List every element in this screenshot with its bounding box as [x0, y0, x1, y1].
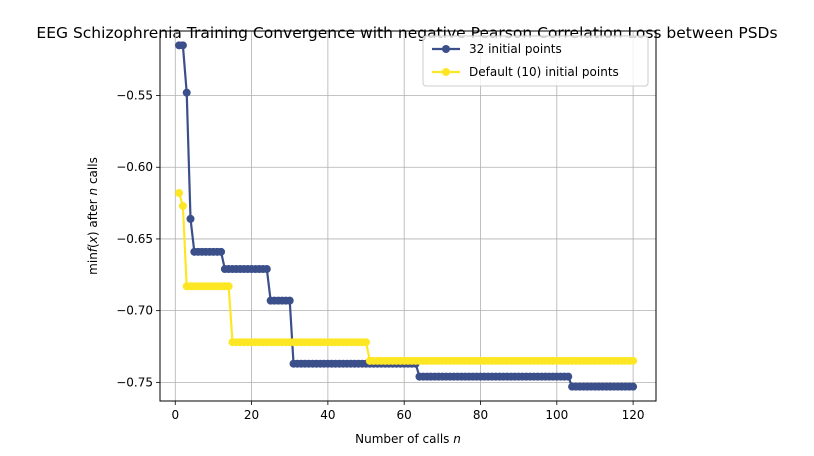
- data-point: [629, 356, 638, 365]
- data-point: [175, 189, 184, 198]
- data-point: [564, 372, 573, 381]
- data-point: [262, 265, 271, 274]
- chart-title: EEG Schizophrenia Training Convergence w…: [36, 24, 777, 42]
- y-tick-label: −0.75: [116, 375, 153, 389]
- series-line: [178, 192, 634, 362]
- data-point: [629, 382, 638, 391]
- series-2: [175, 189, 638, 365]
- x-tick-label: 100: [545, 408, 568, 422]
- y-tick-label: −0.60: [116, 160, 153, 174]
- plot-frame: [159, 30, 657, 402]
- data-point: [224, 282, 233, 291]
- x-tick-label: 20: [244, 408, 259, 422]
- y-tick-label: −0.55: [116, 89, 153, 103]
- series-line: [179, 44, 634, 388]
- legend-box: [422, 35, 649, 87]
- x-tick-label: 120: [622, 408, 645, 422]
- x-tick-label: 60: [397, 408, 412, 422]
- grid: [160, 31, 656, 401]
- data-point: [186, 214, 195, 223]
- x-tick-label: 80: [473, 408, 488, 422]
- y-tick-label: −0.70: [116, 304, 153, 318]
- legend-label-series-1: 32 initial points: [469, 42, 562, 56]
- y-axis-label: minf(x) after n calls: [86, 157, 100, 275]
- x-tick-label: 40: [320, 408, 335, 422]
- y-tick-label: −0.65: [116, 232, 153, 246]
- x-tick-label: 0: [171, 408, 179, 422]
- legend-marker-series-2: [442, 68, 450, 76]
- data-point: [182, 88, 191, 97]
- x-axis: 0 20 40 60 80 100 120: [171, 401, 645, 422]
- data-point: [178, 41, 187, 50]
- legend: 32 initial points Default (10) initial p…: [422, 35, 649, 87]
- y-axis: −0.55 −0.60 −0.65 −0.70 −0.75: [116, 89, 160, 389]
- data-point: [217, 247, 226, 256]
- legend-label-series-2: Default (10) initial points: [469, 65, 619, 79]
- series-layer: [175, 41, 638, 391]
- legend-marker-series-1: [442, 45, 450, 53]
- data-point: [178, 201, 187, 210]
- data-point: [285, 296, 294, 305]
- data-point: [362, 338, 371, 347]
- x-axis-label: Number of calls n: [355, 432, 461, 446]
